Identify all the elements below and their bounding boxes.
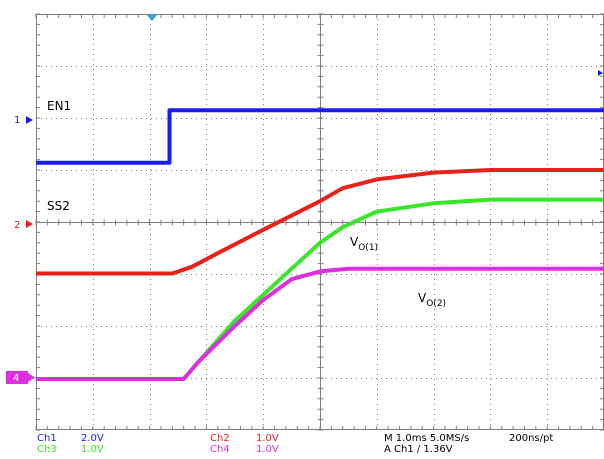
graticule xyxy=(35,13,604,431)
ch4-marker-label: 4 xyxy=(13,373,19,384)
ch1-marker-label: 1 xyxy=(14,115,20,126)
trace-ch1 xyxy=(36,108,604,165)
ch3-name: Ch3 xyxy=(37,444,57,455)
trace-ch4 xyxy=(36,266,604,381)
ch4-scale: 1.0V xyxy=(256,444,279,455)
vo2-label: VO(2) xyxy=(418,291,446,309)
timebase-readout: M 1.0ms 5.0MS/s xyxy=(384,433,470,444)
ch1-name: Ch1 xyxy=(37,433,57,444)
ch4-name: Ch4 xyxy=(210,444,230,455)
waveform-traces xyxy=(36,108,604,381)
ch2-marker-label: 2 xyxy=(14,220,20,231)
vo1-label: VO(1) xyxy=(350,235,378,253)
ch1-scale: 2.0V xyxy=(81,433,104,444)
en1-label: EN1 xyxy=(47,99,71,113)
ch3-scale: 1.0V xyxy=(81,444,104,455)
ch2-scale: 1.0V xyxy=(256,433,279,444)
ch2-name: Ch2 xyxy=(210,433,230,444)
ss2-label: SS2 xyxy=(47,199,70,213)
trigger-readout: A Ch1 ∕ 1.36V xyxy=(384,444,453,455)
trigger-level-marker xyxy=(598,70,603,76)
ch4-reference-marker: 4 xyxy=(6,371,35,384)
trace-ch2 xyxy=(36,168,604,276)
resolution-readout: 200ns/pt xyxy=(509,433,554,444)
ch2-reference-marker: 2 xyxy=(14,220,33,231)
trigger-position-marker xyxy=(146,14,158,21)
ch1-reference-marker: 1 xyxy=(14,115,33,126)
